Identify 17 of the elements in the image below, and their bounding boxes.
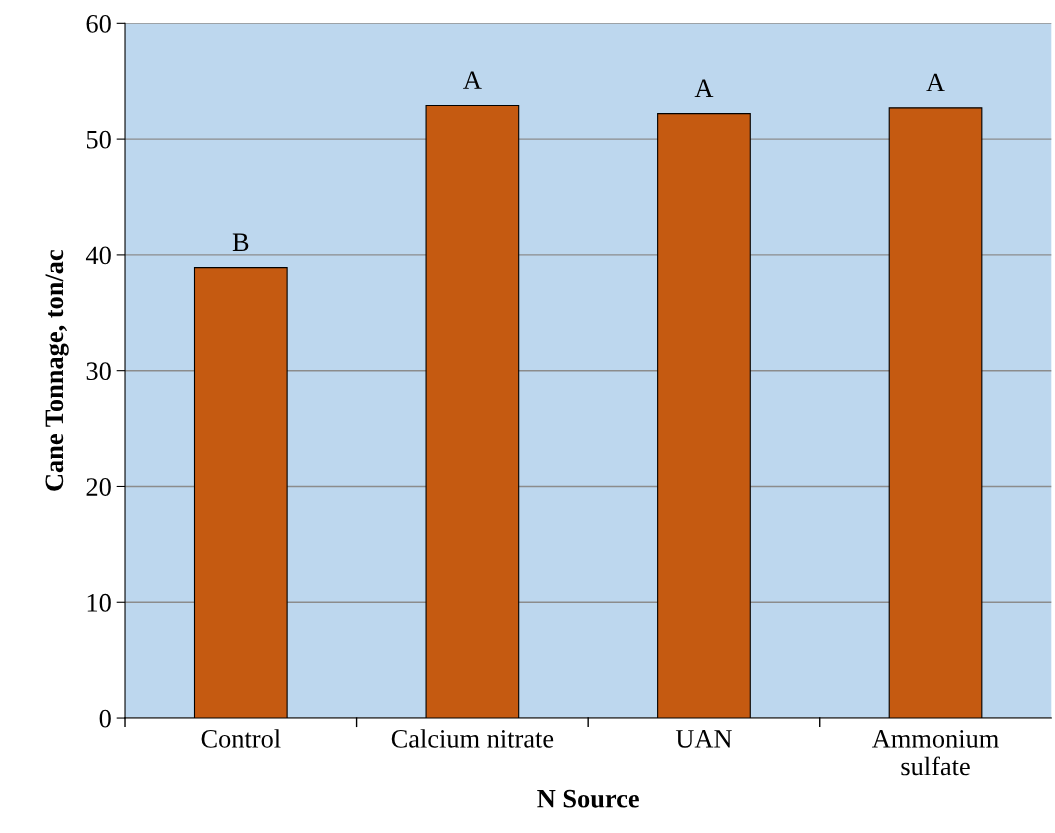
x-tick-label: Calcium nitrate [391, 729, 554, 748]
y-tick-label: 40 [85, 246, 111, 265]
y-tick-label: 20 [86, 478, 111, 496]
annotation: A [926, 73, 945, 92]
x-tick-label: Control [201, 729, 281, 748]
x-axis-title: N Source [537, 789, 639, 808]
x-tick-label: UAN [675, 730, 732, 748]
annotation: B [232, 233, 249, 251]
y-tick-label: 10 [87, 593, 111, 612]
y-axis-title: Cane Tonnage, ton/ac [45, 249, 69, 491]
annotation: A [694, 79, 714, 97]
x-tick-label: Ammonium sulfate [872, 729, 999, 776]
y-tick-label: 30 [86, 362, 111, 381]
y-tick-label: 60 [86, 14, 111, 33]
y-tick-label: 0 [99, 709, 111, 728]
annotation: A [463, 71, 482, 89]
y-tick-label: 50 [86, 130, 111, 149]
